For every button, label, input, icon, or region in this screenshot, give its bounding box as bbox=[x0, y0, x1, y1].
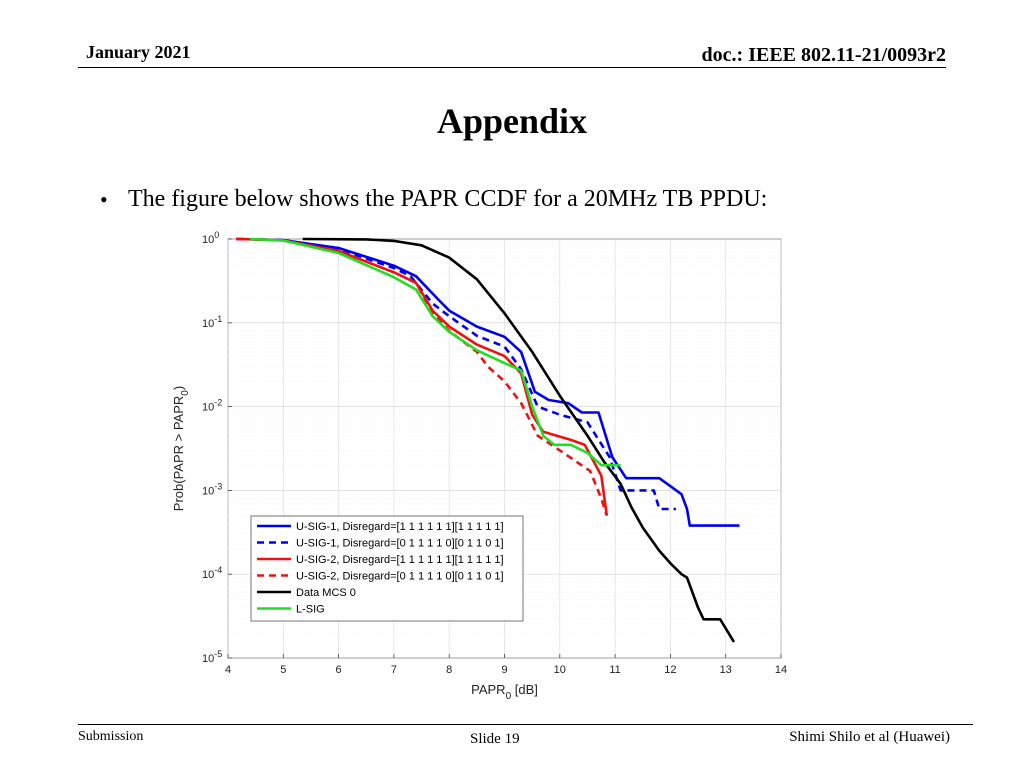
y-tick-exponent: -3 bbox=[214, 481, 222, 491]
y-tick-base: 10 bbox=[202, 569, 214, 581]
y-tick-exponent: -4 bbox=[214, 565, 222, 575]
y-tick-base: 10 bbox=[202, 653, 214, 665]
legend-label: U-SIG-2, Disregard=[1 1 1 1 1 1][1 1 1 1… bbox=[296, 554, 504, 566]
y-tick-label: 10-2 bbox=[202, 398, 222, 414]
series-line-3 bbox=[236, 237, 609, 516]
x-tick-label: 12 bbox=[664, 664, 676, 676]
x-tick-label: 6 bbox=[336, 664, 342, 676]
x-tick-label: 10 bbox=[554, 664, 566, 676]
y-tick-base: 10 bbox=[202, 234, 214, 246]
footer-authors: Shimi Shilo et al (Huawei) bbox=[789, 729, 950, 745]
legend-label: Data MCS 0 bbox=[296, 587, 356, 599]
y-axis-label-subscript: 0 bbox=[180, 390, 191, 396]
x-axis-label-main: PAPR bbox=[471, 682, 505, 697]
x-axis-ticks: 4 5 6 7 8 9 10 11 12 13 14 bbox=[225, 654, 787, 676]
footer-divider bbox=[78, 724, 973, 725]
y-tick-label: 10-1 bbox=[202, 314, 222, 330]
y-axis-label-close: ) bbox=[171, 386, 186, 390]
bullet-text: The figure below shows the PAPR CCDF for… bbox=[128, 186, 768, 212]
y-tick-base: 10 bbox=[202, 318, 214, 330]
x-tick-label: 13 bbox=[720, 664, 732, 676]
slide-title: Appendix bbox=[436, 101, 588, 141]
footer-slide-number: Slide 19 bbox=[470, 731, 520, 747]
y-axis-label: Prob(PAPR > PAPR0) bbox=[171, 386, 191, 511]
x-tick-label: 7 bbox=[391, 664, 397, 676]
series-lines bbox=[236, 237, 740, 643]
series-line-2 bbox=[236, 237, 609, 516]
header-doc-id: doc.: IEEE 802.11-21/0093r2 bbox=[701, 44, 946, 66]
y-tick-exponent: -5 bbox=[214, 649, 222, 659]
chart-legend: U-SIG-1, Disregard=[1 1 1 1 1 1][1 1 1 1… bbox=[250, 515, 524, 622]
x-tick-label: 5 bbox=[280, 664, 286, 676]
y-tick-label: 10-5 bbox=[202, 649, 222, 665]
y-tick-label: 100 bbox=[202, 230, 219, 246]
legend-label: U-SIG-2, Disregard=[0 1 1 1 1 0][0 1 1 0… bbox=[296, 571, 504, 583]
y-tick-base: 10 bbox=[202, 402, 214, 414]
y-tick-label: 10-4 bbox=[202, 565, 222, 581]
legend-label: U-SIG-1, Disregard=[1 1 1 1 1 1][1 1 1 1… bbox=[296, 521, 504, 533]
y-tick-exponent: -1 bbox=[214, 314, 222, 324]
y-tick-exponent: 0 bbox=[214, 230, 219, 240]
x-tick-label: 14 bbox=[775, 664, 787, 676]
x-tick-label: 4 bbox=[225, 664, 231, 676]
header-divider bbox=[78, 67, 946, 68]
series-line-0 bbox=[236, 237, 740, 527]
y-tick-label: 10-3 bbox=[202, 481, 222, 497]
bullet-item: • The figure below shows the PAPR CCDF f… bbox=[100, 186, 767, 213]
y-tick-base: 10 bbox=[202, 485, 214, 497]
legend-label: U-SIG-1, Disregard=[0 1 1 1 1 0][0 1 1 0… bbox=[296, 538, 504, 550]
series-line-1 bbox=[236, 237, 676, 511]
plot-area bbox=[227, 238, 782, 659]
x-axis-label-unit: [dB] bbox=[511, 682, 538, 697]
header-date: January 2021 bbox=[86, 42, 191, 62]
legend-label: L-SIG bbox=[296, 604, 325, 616]
x-tick-label: 11 bbox=[609, 664, 620, 676]
y-tick-exponent: -2 bbox=[214, 398, 222, 408]
bullet-dot-icon: • bbox=[100, 186, 108, 212]
series-line-4 bbox=[302, 237, 736, 643]
series-line-5 bbox=[250, 237, 621, 467]
legend-box bbox=[250, 515, 524, 622]
y-axis-label-main: Prob(PAPR > PAPR bbox=[171, 396, 186, 511]
x-axis-label-subscript: 0 bbox=[506, 691, 512, 702]
x-tick-label: 9 bbox=[501, 664, 507, 676]
grid-lines bbox=[227, 238, 782, 659]
footer-submission: Submission bbox=[78, 729, 144, 744]
x-tick-label: 8 bbox=[446, 664, 452, 676]
x-axis-label: PAPR0 [dB] bbox=[471, 682, 538, 702]
